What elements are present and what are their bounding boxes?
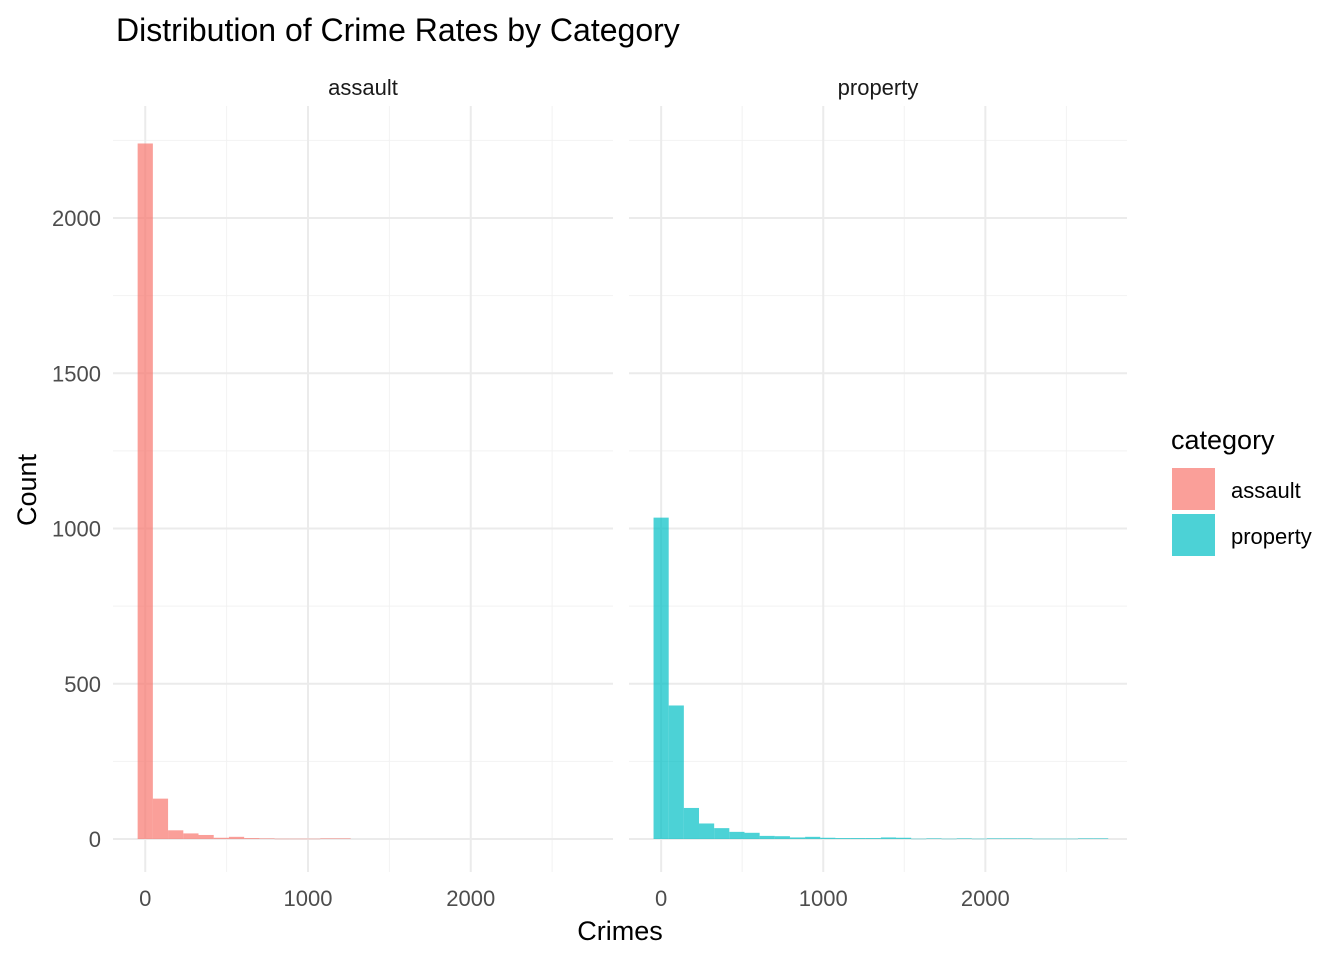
histogram-bar-assault-8 <box>259 838 275 839</box>
histogram-bar-property-8 <box>774 836 790 839</box>
legend-title: category <box>1171 425 1275 455</box>
legend-key-assault <box>1172 468 1215 510</box>
panel-property: property 0 1000 2000 <box>629 75 1127 911</box>
histogram-bar-assault-13 <box>335 838 351 839</box>
histogram-bar-property-4 <box>714 828 730 839</box>
histogram-bar-property-20 <box>956 838 972 839</box>
y-axis-title: Count <box>12 453 42 526</box>
histogram-bar-property-2 <box>683 807 700 839</box>
legend: category assault property <box>1171 425 1312 556</box>
y-tick-label: 500 <box>64 672 101 697</box>
histogram-bar-property-10 <box>805 836 821 839</box>
panel-assault: assault 0 1000 2000 0 500 1000 1500 2000 <box>52 75 613 911</box>
histogram-bar-property-29 <box>1093 838 1109 839</box>
histogram-bar-property-19 <box>941 838 957 840</box>
histogram-bar-assault-9 <box>274 838 290 840</box>
histogram-bar-assault-2 <box>168 830 184 839</box>
histogram-bar-property-7 <box>759 835 775 839</box>
histogram-bar-assault-5 <box>213 837 229 839</box>
histogram-bar-property-24 <box>1017 838 1033 839</box>
histogram-bar-property-3 <box>699 823 715 839</box>
histogram-bar-property-0 <box>653 517 669 839</box>
histogram-bar-property-25 <box>1032 838 1048 840</box>
y-tick-label: 0 <box>89 827 101 852</box>
y-tick-label: 2000 <box>52 206 101 231</box>
legend-key-property <box>1172 514 1215 556</box>
legend-label-property: property <box>1231 524 1312 549</box>
histogram-bar-property-12 <box>835 838 851 839</box>
histogram-bar-property-22 <box>986 838 1003 839</box>
legend-label-assault: assault <box>1231 478 1301 503</box>
histogram-bar-property-23 <box>1002 838 1018 839</box>
histogram-bar-assault-1 <box>152 798 169 839</box>
y-tick-label: 1000 <box>52 517 101 542</box>
histogram-bar-property-9 <box>789 837 806 839</box>
histogram-bar-property-21 <box>971 838 987 840</box>
x-tick-label: 1000 <box>799 886 848 911</box>
histogram-bar-property-6 <box>744 832 760 839</box>
histogram-bar-assault-3 <box>183 833 199 839</box>
histogram-bar-property-15 <box>880 837 897 839</box>
histogram-bar-assault-7 <box>244 838 260 839</box>
histogram-bar-property-27 <box>1062 838 1078 840</box>
chart-title: Distribution of Crime Rates by Category <box>116 12 680 48</box>
facet-strip-label: property <box>838 75 919 100</box>
histogram-bar-assault-10 <box>289 838 306 840</box>
histogram-bar-property-1 <box>668 705 684 839</box>
histogram-bar-assault-11 <box>305 838 321 840</box>
histogram-bar-property-26 <box>1047 838 1063 840</box>
histogram-bar-assault-12 <box>320 838 336 839</box>
histogram-bar-property-18 <box>926 838 942 839</box>
histogram-bar-property-28 <box>1077 838 1094 839</box>
y-tick-label: 1500 <box>52 361 101 386</box>
x-axis-title: Crimes <box>577 916 663 946</box>
histogram-bar-property-11 <box>820 837 836 839</box>
x-tick-label: 0 <box>139 886 151 911</box>
histogram-bar-property-13 <box>850 838 866 839</box>
x-tick-label: 1000 <box>284 886 333 911</box>
histogram-bar-property-16 <box>896 837 912 839</box>
histogram-bar-assault-6 <box>228 836 245 839</box>
histogram-bar-property-14 <box>865 838 881 839</box>
histogram-bar-property-17 <box>911 838 927 840</box>
x-tick-label: 0 <box>655 886 667 911</box>
x-tick-label: 2000 <box>446 886 495 911</box>
histogram-bar-property-5 <box>729 831 745 839</box>
facet-strip-label: assault <box>328 75 398 100</box>
histogram-bar-assault-4 <box>198 834 214 839</box>
x-tick-label: 2000 <box>961 886 1010 911</box>
histogram-bar-assault-0 <box>137 143 153 840</box>
